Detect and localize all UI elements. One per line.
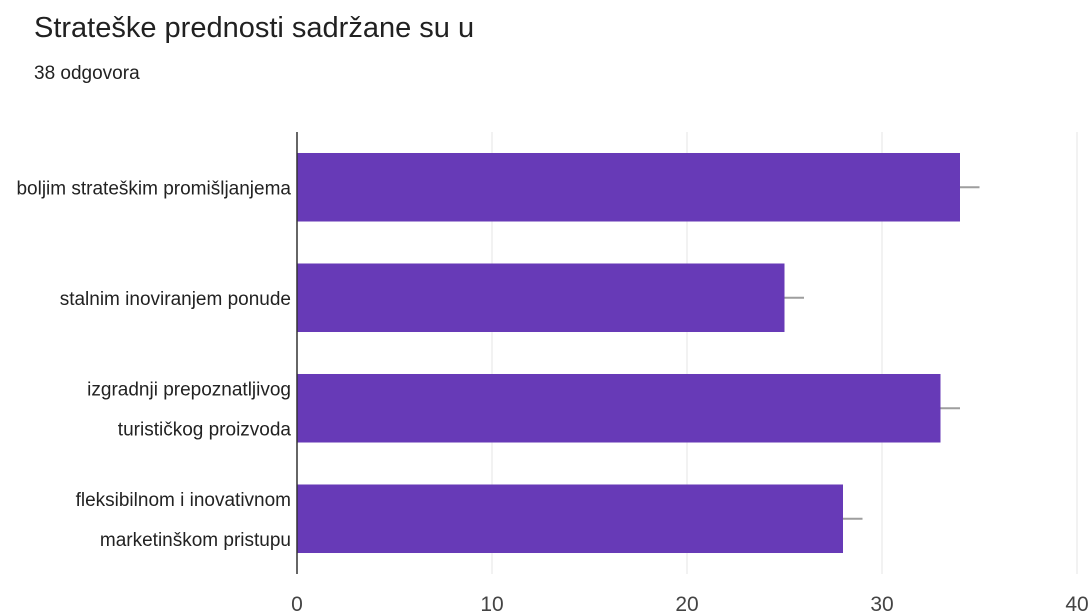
category-label: marketinškom pristupu [100, 530, 291, 551]
category-label: fleksibilnom i inovativnom [76, 490, 291, 511]
chart-title: Strateške prednosti sadržane su u [34, 12, 475, 44]
bars [297, 152, 960, 554]
bar [297, 484, 843, 554]
x-tick-label: 20 [675, 593, 698, 612]
category-label: boljim strateškim promišljanjema [16, 178, 291, 199]
bar [297, 152, 960, 222]
x-tick-label: 40 [1065, 593, 1088, 612]
x-tick-label: 0 [291, 593, 303, 612]
category-label: turističkog proizvoda [118, 419, 292, 440]
x-tick-label: 30 [870, 593, 893, 612]
bar [297, 263, 785, 333]
x-tick-label: 10 [480, 593, 503, 612]
error-bars [784, 186, 980, 520]
tick-labels: 0 10 20 30 40 [291, 593, 1089, 612]
category-label: izgradnji prepoznatljivog [87, 379, 291, 400]
response-count: 38 odgovora [34, 63, 140, 84]
category-labels: boljim strateškim promišljanjema stalnim … [16, 178, 291, 551]
category-label: stalnim inoviranjem ponude [60, 289, 291, 310]
bar [297, 373, 941, 443]
